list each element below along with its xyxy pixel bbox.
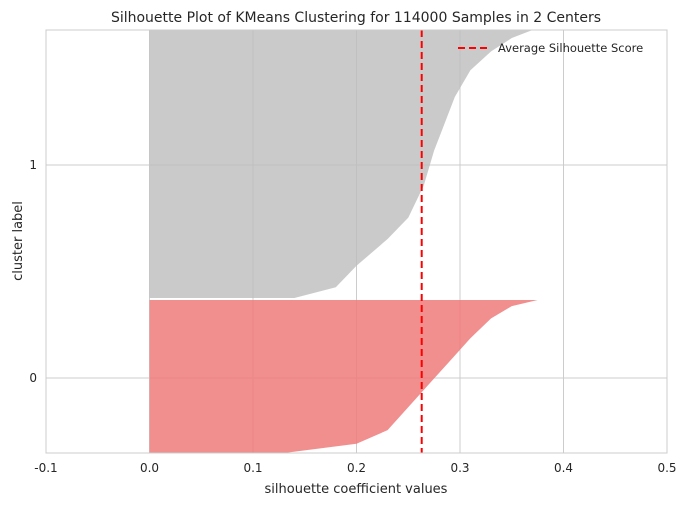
x-tick-label: 0.1 xyxy=(243,461,262,475)
cluster-1-area xyxy=(149,30,533,298)
x-tick-label: 0.5 xyxy=(657,461,676,475)
x-tick-label: 0.3 xyxy=(450,461,469,475)
x-tick-label: -0.1 xyxy=(34,461,57,475)
y-axis-label: cluster label xyxy=(11,201,26,281)
y-tick-label: 0 xyxy=(29,371,37,385)
x-tick-label: 0.2 xyxy=(347,461,366,475)
x-tick-label: 0.4 xyxy=(554,461,573,475)
chart-title: Silhouette Plot of KMeans Clustering for… xyxy=(111,10,601,26)
plot-frame xyxy=(45,29,668,454)
legend: Average Silhouette Score xyxy=(458,41,643,55)
x-axis-label: silhouette coefficient values xyxy=(265,482,448,497)
x-tick-label: 0.0 xyxy=(140,461,159,475)
y-tick-label: 1 xyxy=(29,158,37,172)
y-tick-labels: 01 xyxy=(29,158,37,385)
cluster-areas xyxy=(149,30,538,453)
x-tick-labels: -0.1 0.0 0.1 0.2 0.3 0.4 0.5 xyxy=(34,461,676,475)
cluster-0-area xyxy=(149,300,538,453)
legend-label: Average Silhouette Score xyxy=(498,41,643,55)
